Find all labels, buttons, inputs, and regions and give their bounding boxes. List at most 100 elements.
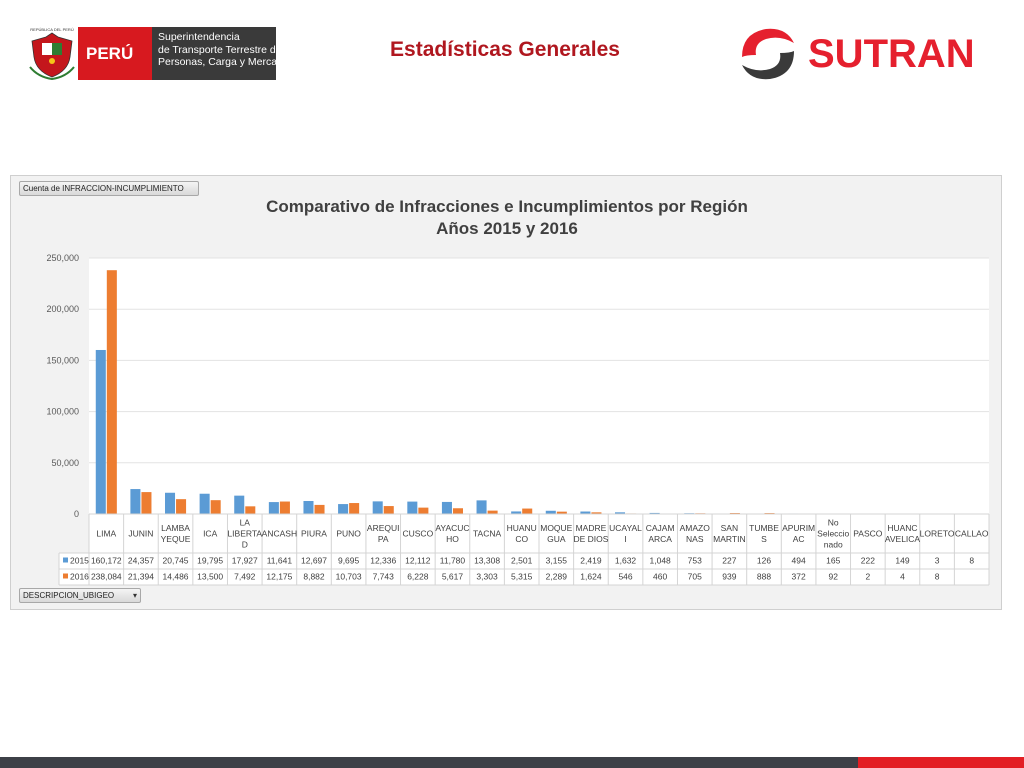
sutran-logo: SUTRAN [736, 25, 996, 83]
agency-line: Superintendencia [158, 31, 240, 43]
data-label-2016: 12,175 [266, 572, 292, 582]
data-label-2015: 13,308 [474, 556, 500, 566]
data-label-2016: 5,315 [511, 572, 533, 582]
page-title: Estadísticas Generales [390, 38, 620, 61]
data-label-2015: 12,697 [301, 556, 327, 566]
bar-2015-3 [199, 493, 210, 514]
category-label: CO [515, 534, 528, 544]
category-label: CAJAM [646, 523, 675, 533]
data-label-2015: 12,112 [405, 556, 431, 566]
y-tick-label: 250,000 [46, 253, 79, 263]
bar-2015-14 [580, 511, 591, 514]
data-label-2016: 5,617 [442, 572, 464, 582]
category-label: PASCO [853, 529, 883, 539]
region-filter-button[interactable]: DESCRIPCION_UBIGEO ▾ [19, 588, 141, 603]
bar-2016-10 [452, 508, 463, 514]
data-label-2015: 11,780 [440, 556, 466, 566]
data-label-2015: 149 [895, 556, 909, 566]
bar-2015-11 [476, 500, 487, 514]
category-label: PUNO [336, 529, 361, 539]
data-label-2015: 126 [757, 556, 771, 566]
category-label: GUA [547, 534, 566, 544]
agency-name-block: Superintendencia de Transporte Terrestre… [152, 27, 302, 80]
category-label: I [624, 534, 626, 544]
category-label: LIBERTA [227, 529, 262, 539]
data-label-2015: 1,632 [615, 556, 637, 566]
category-label: Seleccio [817, 529, 849, 539]
category-label: TACNA [473, 529, 502, 539]
filter-dropdown-icon[interactable]: ▾ [132, 591, 137, 600]
category-label: ARCA [648, 534, 672, 544]
legend-label-2015: 2015 [70, 556, 89, 566]
data-label-2015: 12,336 [370, 556, 396, 566]
category-label: D [242, 540, 248, 550]
data-label-2015: 227 [722, 556, 736, 566]
bar-2015-4 [234, 495, 245, 514]
bar-2015-8 [372, 501, 383, 514]
value-field-button[interactable]: Cuenta de INFRACCION-INCUMPLIMIENTO [19, 181, 199, 196]
data-label-2015: 8 [969, 556, 974, 566]
data-label-2016: 21,394 [128, 572, 154, 582]
data-label-2015: 20,745 [163, 556, 189, 566]
sutran-swoosh-icon [742, 28, 794, 80]
data-label-2016: 1,624 [580, 572, 602, 582]
data-label-2016: 2 [865, 572, 870, 582]
category-label: LAMBA [161, 523, 190, 533]
category-label: AMAZO [680, 523, 711, 533]
peru-government-logo: REPÚBLICA DEL PERÚ PERÚ Superintendencia… [28, 27, 302, 81]
category-label: JUNIN [128, 529, 153, 539]
category-label: HO [446, 534, 459, 544]
footer-bar-red [858, 757, 1024, 768]
category-label: TUMBE [749, 523, 779, 533]
data-label-2015: 19,795 [197, 556, 223, 566]
bar-2015-13 [545, 510, 556, 514]
data-label-2016: 238,084 [91, 572, 122, 582]
data-label-2015: 160,172 [91, 556, 122, 566]
data-label-2015: 753 [688, 556, 702, 566]
bar-2016-13 [556, 511, 567, 514]
category-label: MOQUE [540, 523, 572, 533]
bar-2015-9 [407, 501, 418, 514]
bar-2015-10 [441, 501, 452, 514]
bar-2016-7 [349, 503, 360, 514]
chart-title-block: Comparativo de Infracciones e Incumplimi… [11, 196, 1003, 240]
category-label: AREQUI [367, 523, 400, 533]
peru-coat-of-arms-icon: REPÚBLICA DEL PERÚ [28, 27, 76, 81]
chart-subtitle: Años 2015 y 2016 [436, 219, 578, 238]
data-label-2016: 939 [722, 572, 736, 582]
category-label: AVELICA [885, 534, 921, 544]
chart-title: Comparativo de Infracciones e Incumplimi… [266, 197, 748, 216]
shield-caption: REPÚBLICA DEL PERÚ [30, 27, 74, 32]
category-label: ANCASH [262, 529, 297, 539]
data-label-2015: 1,048 [650, 556, 672, 566]
data-label-2016: 4 [900, 572, 905, 582]
bar-2016-14 [591, 512, 602, 514]
data-label-2016: 10,703 [336, 572, 362, 582]
data-label-2016: 13,500 [197, 572, 223, 582]
category-label: LORETO [920, 529, 955, 539]
category-label: CALLAO [955, 529, 989, 539]
data-label-2016: 7,743 [373, 572, 395, 582]
category-label: ICA [203, 529, 218, 539]
bar-2016-0 [106, 270, 117, 514]
data-label-2015: 17,927 [232, 556, 258, 566]
category-label: nado [824, 540, 843, 550]
category-label: SAN [721, 523, 738, 533]
data-label-2016: 2,289 [546, 572, 568, 582]
data-label-2015: 11,641 [267, 556, 293, 566]
category-label: S [761, 534, 767, 544]
data-label-2016: 3,303 [476, 572, 498, 582]
data-label-2016: 6,228 [407, 572, 429, 582]
bar-2015-1 [130, 489, 141, 514]
category-label: YEQUE [161, 534, 191, 544]
y-tick-label: 0 [74, 509, 79, 519]
data-label-2015: 2,419 [580, 556, 602, 566]
bar-2015-6 [303, 500, 314, 514]
legend-label-2016: 2016 [70, 572, 89, 582]
category-label: PIURA [301, 529, 327, 539]
y-tick-label: 50,000 [51, 458, 79, 468]
y-tick-label: 150,000 [46, 355, 79, 365]
legend-swatch-2015 [63, 557, 68, 563]
y-tick-label: 200,000 [46, 304, 79, 314]
bar-2016-8 [383, 506, 394, 514]
